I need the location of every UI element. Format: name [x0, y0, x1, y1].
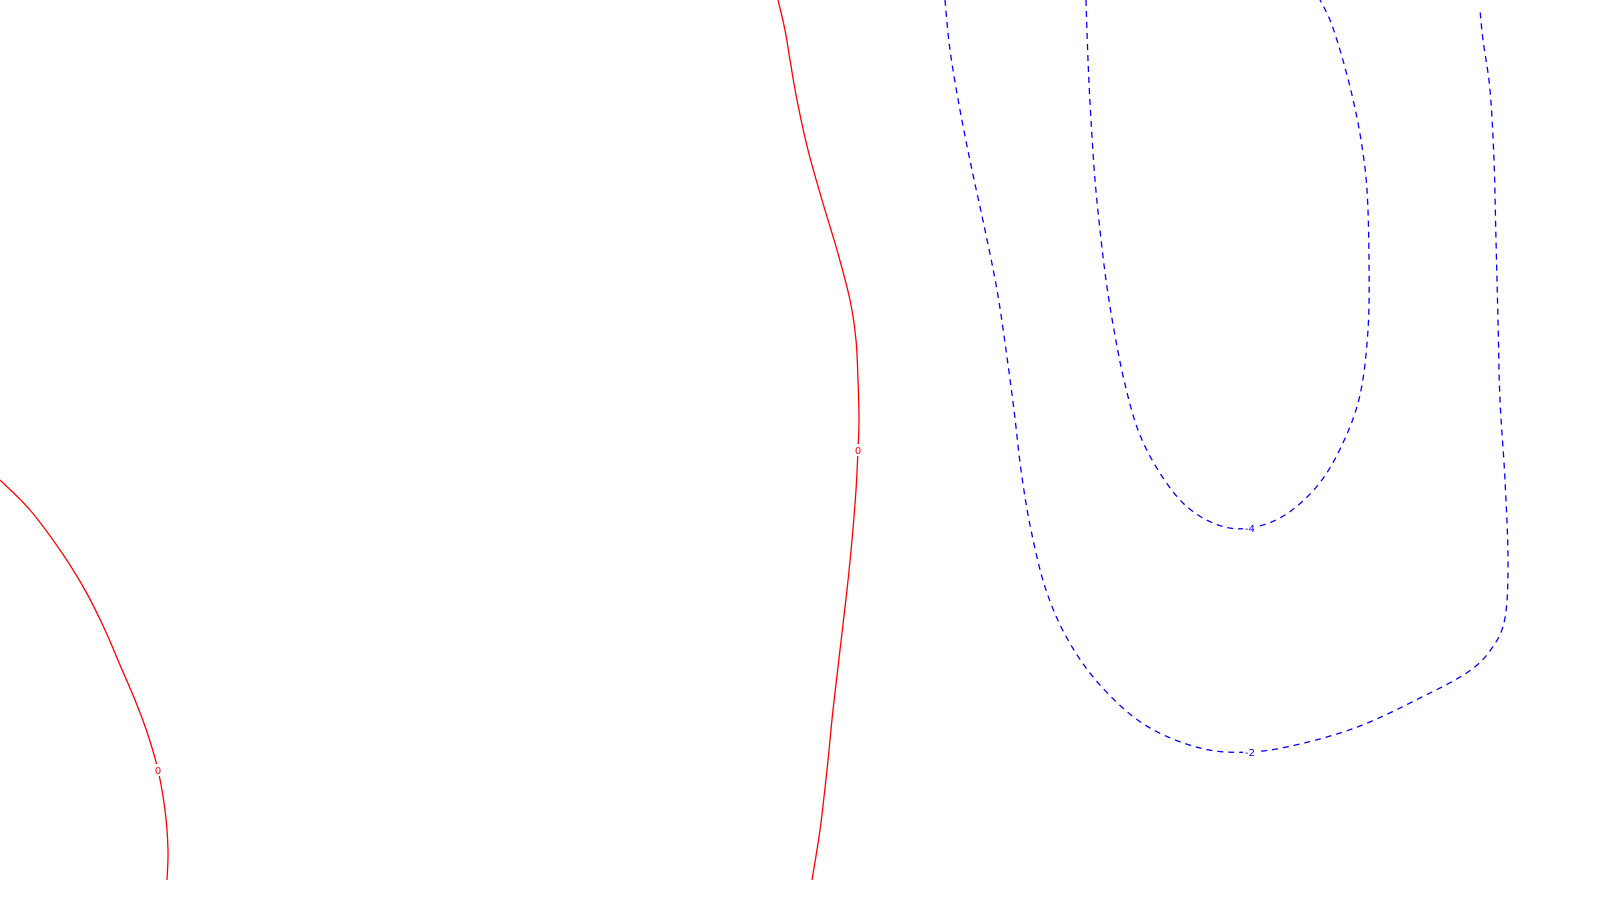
contour-label-neg-2: -2 — [1245, 748, 1255, 759]
contour-label-bg-left-zero — [154, 764, 162, 776]
contour-line-neg-2 — [944, 0, 1509, 753]
contour-label-neg-4: -4 — [1245, 524, 1255, 535]
contour-label-bg-neg-2 — [1243, 746, 1257, 758]
contour-label-left-zero: 0 — [155, 766, 161, 777]
contour-line-left-zero — [0, 479, 169, 881]
contour-label-center-zero: 0 — [855, 446, 861, 457]
contour-line-center-zero — [777, 0, 860, 881]
contour-label-bg-neg-4 — [1243, 522, 1257, 534]
contour-label-bg-center-zero — [854, 444, 862, 456]
contour-label-layer: 0 0 -2 -4 — [154, 444, 1257, 777]
